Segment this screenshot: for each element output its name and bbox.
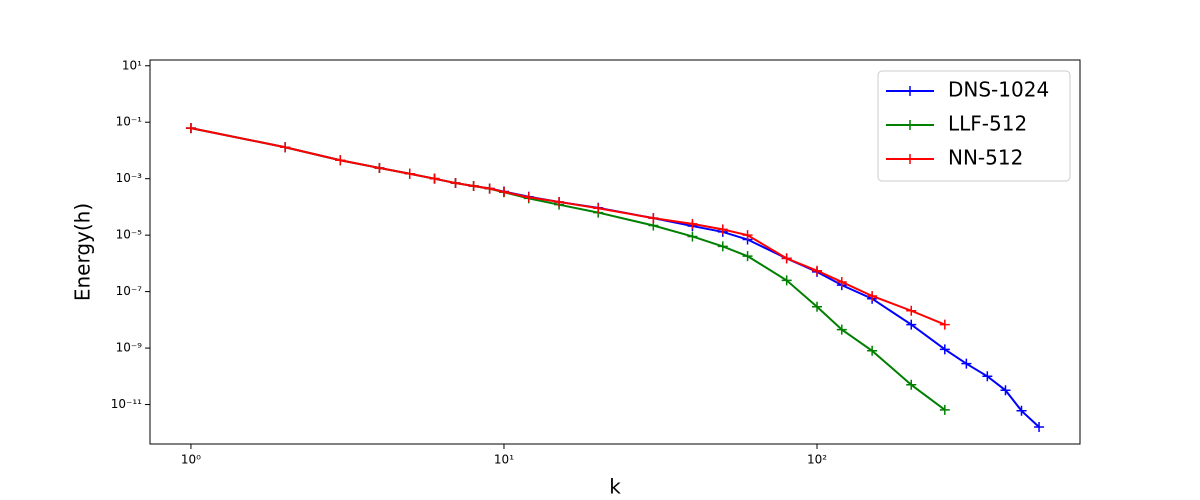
- marker: [906, 319, 917, 330]
- y-tick-label: 10⁻¹¹: [111, 397, 142, 411]
- legend-label: NN-512: [948, 146, 1023, 170]
- y-tick-label: 10⁻¹: [116, 115, 143, 129]
- marker: [717, 224, 728, 235]
- y-tick-label: 10¹: [122, 58, 142, 72]
- y-tick-label: 10⁻³: [116, 171, 143, 185]
- marker: [939, 319, 950, 330]
- marker: [687, 218, 698, 229]
- legend-box: [877, 70, 1071, 182]
- x-tick-label: 10⁰: [181, 453, 201, 467]
- x-axis-label: k: [609, 475, 621, 499]
- marker: [280, 142, 291, 153]
- marker: [468, 181, 479, 192]
- marker: [836, 324, 847, 335]
- marker: [867, 345, 878, 356]
- marker: [1034, 422, 1045, 433]
- y-tick-label: 10⁻⁹: [116, 341, 143, 355]
- axes-frame: [149, 59, 1081, 445]
- marker: [335, 155, 346, 166]
- y-tick-label: 10⁻⁵: [116, 228, 143, 242]
- marker: [717, 241, 728, 252]
- legend-marker: [905, 154, 915, 164]
- marker: [523, 192, 534, 203]
- marker: [593, 203, 604, 214]
- marker: [812, 265, 823, 276]
- marker: [939, 344, 950, 355]
- legend-marker: [905, 120, 915, 130]
- x-tick-label: 10¹: [494, 453, 514, 467]
- y-tick-label: 10⁻⁷: [116, 284, 143, 298]
- marker: [554, 196, 565, 207]
- marker: [429, 173, 440, 184]
- marker: [906, 305, 917, 316]
- marker: [742, 230, 753, 241]
- marker: [484, 183, 495, 194]
- marker: [939, 404, 950, 415]
- marker: [450, 178, 461, 189]
- marker: [374, 162, 385, 173]
- legend-label: LLF-512: [948, 112, 1027, 136]
- plot-area: [185, 123, 1045, 433]
- x-tick-label: 10²: [807, 453, 827, 467]
- marker: [687, 231, 698, 242]
- y-axis-label: Energy(h): [71, 203, 95, 301]
- legend-marker: [905, 86, 915, 96]
- marker: [742, 251, 753, 262]
- marker: [836, 276, 847, 287]
- marker: [185, 123, 196, 134]
- marker: [404, 168, 415, 179]
- marker: [781, 253, 792, 264]
- marker: [1000, 385, 1011, 396]
- marker: [867, 290, 878, 301]
- marker: [498, 186, 509, 197]
- marker: [648, 213, 659, 224]
- legend-label: DNS-1024: [948, 78, 1049, 102]
- marker: [1016, 405, 1027, 416]
- marker: [961, 358, 972, 369]
- marker: [812, 301, 823, 312]
- marker: [906, 379, 917, 390]
- marker: [982, 371, 993, 382]
- marker: [781, 275, 792, 286]
